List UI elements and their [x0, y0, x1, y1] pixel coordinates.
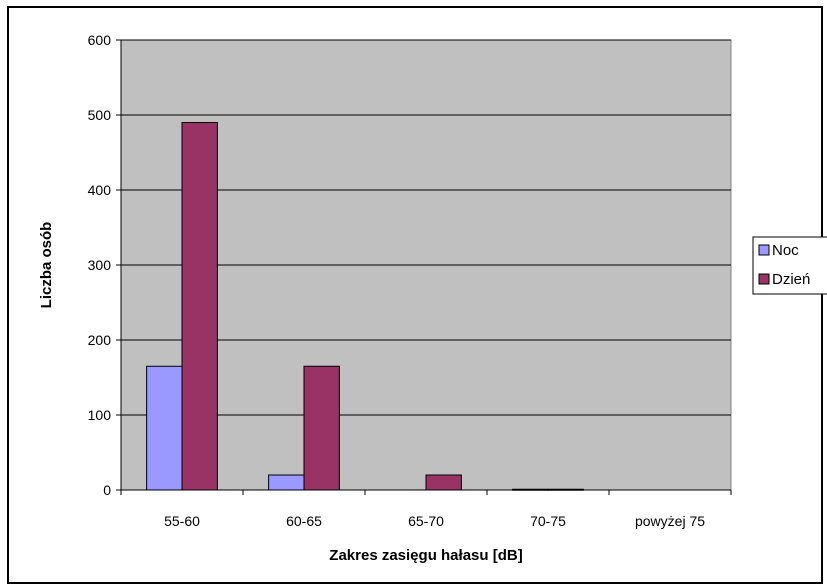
y-tick-label: 500 — [88, 107, 112, 123]
legend-label-dzien: Dzień — [772, 271, 810, 288]
x-tick-label: 55-60 — [164, 513, 200, 529]
x-tick-label: 70-75 — [530, 513, 566, 529]
bar-noc-55-60 — [146, 365, 183, 491]
legend-swatch-noc — [758, 244, 770, 256]
bar-dzien-55-60 — [181, 122, 218, 491]
y-tick-label: 400 — [88, 182, 112, 198]
y-tick-label: 100 — [88, 407, 112, 423]
bar-dzien-60-65 — [303, 365, 340, 491]
x-tick-labels: 55-60 60-65 65-70 70-75 powyżej 75 — [164, 513, 705, 529]
y-tick-labels: 0 100 200 300 400 500 600 — [88, 32, 112, 498]
x-axis-title: Zakres zasięgu hałasu [dB] — [329, 547, 522, 564]
x-tick-label: powyżej 75 — [635, 513, 705, 529]
y-tick-label: 300 — [88, 257, 112, 273]
x-tick-label: 65-70 — [408, 513, 444, 529]
y-axis-title: Liczba osób — [38, 222, 55, 309]
x-tick-label: 60-65 — [286, 513, 322, 529]
legend-label-noc: Noc — [772, 242, 799, 259]
y-tick-label: 0 — [103, 482, 111, 498]
y-tick-label: 600 — [88, 32, 112, 48]
axes — [116, 39, 732, 495]
legend: Noc Dzień — [752, 236, 827, 295]
bar-dzien-65-70 — [425, 474, 462, 491]
gridlines — [121, 39, 731, 416]
bars — [146, 122, 584, 491]
y-tick-label: 200 — [88, 332, 112, 348]
legend-swatch-dzien — [758, 273, 770, 285]
bar-noc-60-65 — [268, 474, 305, 491]
